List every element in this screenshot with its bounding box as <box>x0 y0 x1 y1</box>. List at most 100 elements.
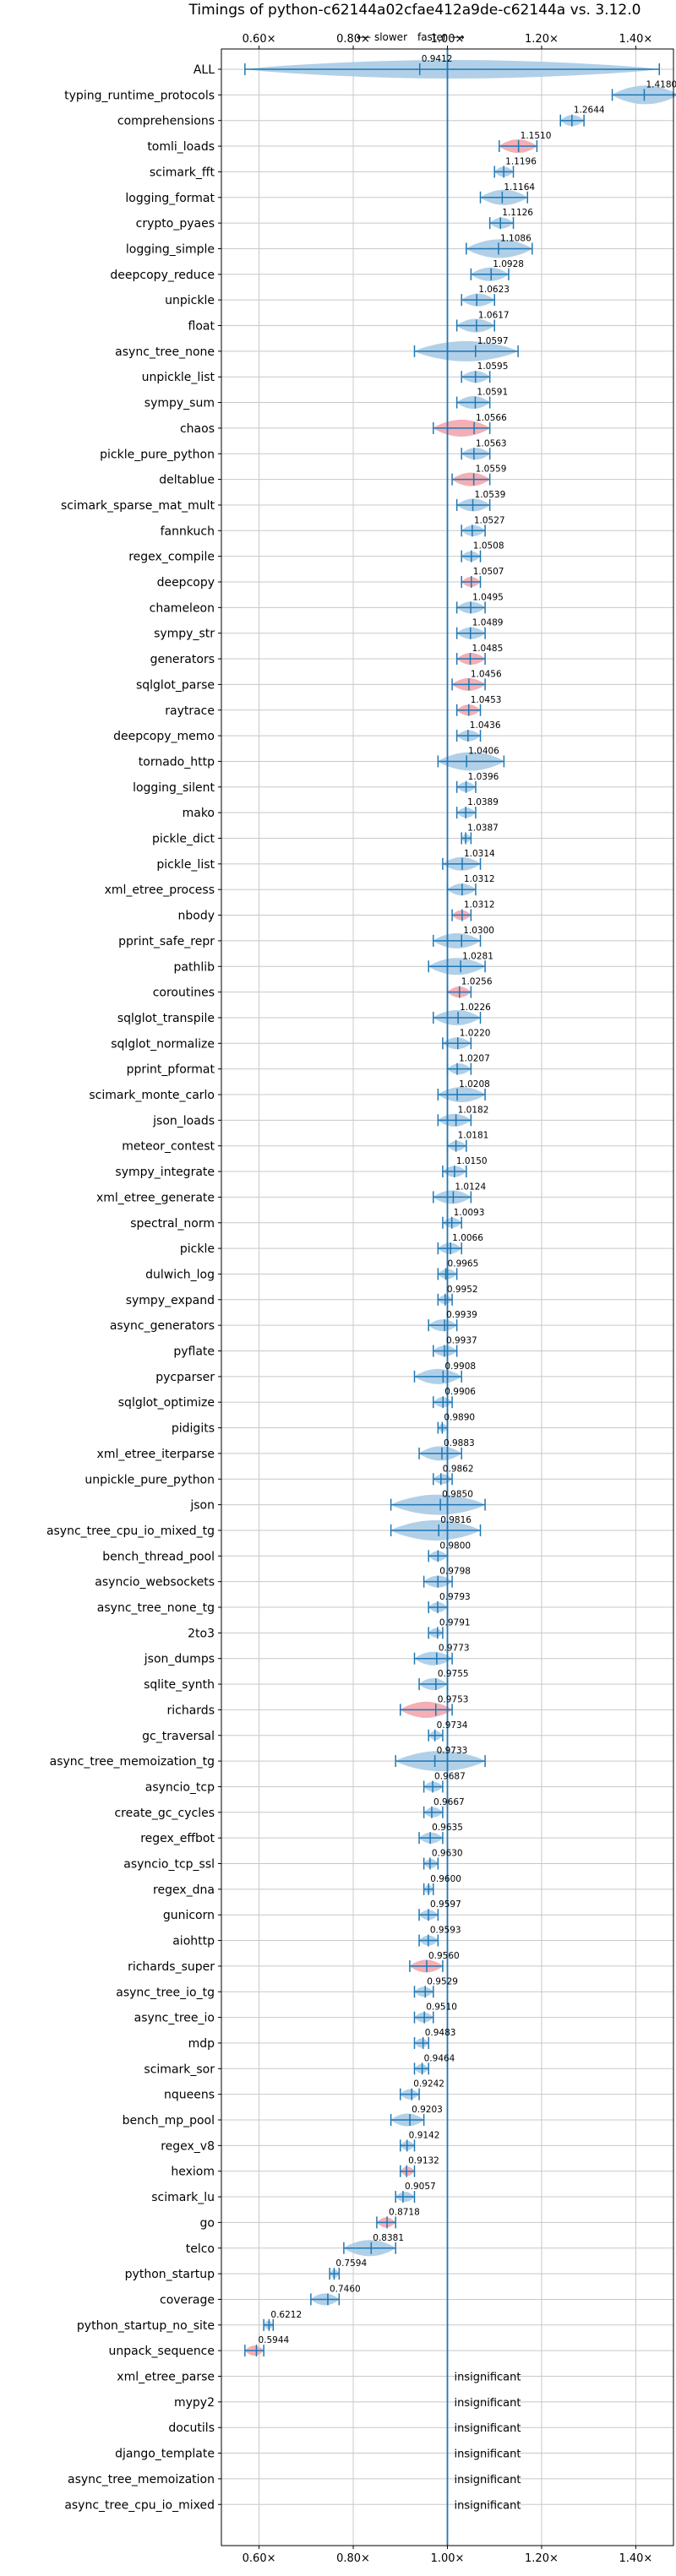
value-label: 0.9510 <box>426 2003 457 2013</box>
value-label: 1.0208 <box>459 1079 490 1090</box>
value-label: 1.0563 <box>476 438 507 448</box>
y-tick-label: nqueens <box>164 2089 215 2102</box>
y-tick-label: sqlite_synth <box>144 1678 215 1692</box>
y-axis: ALL typing_runtime_protocols comprehension… <box>46 63 221 2512</box>
value-label: 0.9600 <box>430 1874 461 1884</box>
y-tick-label: scimark_sor <box>144 2062 215 2076</box>
value-label: 1.0453 <box>471 695 502 705</box>
y-tick-label: asyncio_tcp <box>145 1780 215 1794</box>
y-tick-label: comprehensions <box>117 115 215 128</box>
y-tick-label: scimark_fft <box>150 166 215 179</box>
y-tick-label: pycparser <box>155 1371 215 1384</box>
value-label: 0.5944 <box>258 2335 289 2345</box>
value-label: 0.8718 <box>389 2207 420 2217</box>
y-tick-label: json_dumps <box>144 1653 215 1666</box>
value-label: 1.0566 <box>476 413 507 423</box>
value-label: 0.9733 <box>437 1746 468 1756</box>
y-tick-label: regex_compile <box>128 551 215 564</box>
value-label: 0.9687 <box>434 1771 466 1781</box>
y-tick-label: create_gc_cycles <box>114 1807 215 1820</box>
value-label: 0.9203 <box>412 2105 443 2115</box>
y-tick-label: pprint_pformat <box>127 1063 215 1077</box>
y-tick-label: async_tree_io_tg <box>116 1986 215 1999</box>
value-label: 0.9800 <box>439 1541 471 1551</box>
y-tick-label: pathlib <box>174 960 215 974</box>
x-tick-label-top: 1.00× <box>431 33 465 46</box>
value-label: 0.9142 <box>409 2130 440 2140</box>
value-label: 0.9862 <box>443 1464 474 1474</box>
value-label: 1.0181 <box>458 1131 489 1141</box>
value-label: 0.9965 <box>448 1258 479 1269</box>
chart-title: Timings of python-c62144a02cfae412a9de-c… <box>188 2 641 19</box>
value-label: 1.0220 <box>460 1028 491 1038</box>
value-label: 1.0124 <box>455 1182 486 1192</box>
y-tick-label: gc_traversal <box>142 1730 215 1743</box>
y-tick-label: deepcopy_reduce <box>110 269 215 282</box>
y-tick-label: regex_dna <box>153 1883 215 1897</box>
x-tick-label-bottom: 1.40× <box>619 2552 652 2565</box>
y-tick-label: xml_etree_parse <box>117 2371 215 2384</box>
value-label: 1.0314 <box>464 849 495 859</box>
value-label: 0.9906 <box>444 1387 476 1397</box>
y-tick-label: json_loads <box>152 1114 215 1128</box>
y-tick-label: async_tree_cpu_io_mixed <box>64 2498 215 2512</box>
y-tick-label: 2to3 <box>188 1627 215 1640</box>
y-tick-label: python_startup <box>125 2268 215 2281</box>
y-tick-label: generators <box>150 653 215 666</box>
y-tick-label: typing_runtime_protocols <box>64 89 215 102</box>
y-tick-label: raytrace <box>165 704 215 718</box>
y-tick-label: mypy2 <box>174 2396 215 2410</box>
y-tick-label: sympy_integrate <box>115 1166 215 1179</box>
value-label: 0.9529 <box>427 1976 458 1986</box>
value-label: 0.9630 <box>432 1849 463 1859</box>
value-label: 1.2644 <box>574 106 605 116</box>
value-label: 0.9816 <box>440 1515 472 1525</box>
y-tick-label: django_template <box>115 2448 215 2461</box>
y-tick-label: unpickle_pure_python <box>84 1473 215 1486</box>
y-tick-label: richards <box>167 1704 215 1717</box>
value-label: 0.7460 <box>330 2284 361 2294</box>
value-label: 1.0226 <box>460 1003 491 1013</box>
value-label: 0.9464 <box>424 2053 455 2063</box>
y-tick-label: bench_thread_pool <box>102 1550 215 1563</box>
value-label: 1.0591 <box>477 388 508 398</box>
y-tick-label: async_tree_memoization <box>68 2473 215 2486</box>
value-label: 1.0389 <box>467 797 499 807</box>
y-tick-label: regex_effbot <box>140 1832 215 1845</box>
y-tick-label: crypto_pyaes <box>136 217 215 231</box>
value-labels: 0.9412 1.4180 1.2644 1.1510 1.1196 1.1164 1.11… <box>258 54 676 2512</box>
value-label: 1.0396 <box>468 772 499 782</box>
y-tick-label: dulwich_log <box>145 1268 215 1281</box>
y-tick-label: scimark_monte_carlo <box>89 1089 215 1102</box>
x-tick-label-top: 1.40× <box>619 33 652 46</box>
value-label: 0.9939 <box>446 1310 477 1320</box>
value-label: 0.9242 <box>413 2079 444 2090</box>
y-tick-label: async_generators <box>110 1319 215 1333</box>
y-tick-label: async_tree_none <box>115 345 215 359</box>
value-label: 0.9908 <box>444 1361 476 1372</box>
y-tick-label: logging_simple <box>126 242 215 256</box>
y-tick-label: sqlglot_normalize <box>111 1037 215 1051</box>
y-tick-label: sympy_expand <box>126 1294 215 1307</box>
value-label: 1.0527 <box>474 515 505 525</box>
y-tick-label: xml_etree_generate <box>96 1191 215 1204</box>
value-label: 0.9753 <box>438 1694 469 1704</box>
value-label: 1.0595 <box>477 361 509 372</box>
value-label: 1.0300 <box>463 926 494 936</box>
insignificant-label: insignificant <box>455 2397 521 2410</box>
y-tick-label: sqlglot_parse <box>136 678 215 692</box>
value-label: 0.9952 <box>447 1285 478 1295</box>
y-tick-label: pidigits <box>172 1422 215 1436</box>
value-label: 0.9890 <box>444 1413 475 1423</box>
value-label: 0.9412 <box>422 54 453 64</box>
x-tick-label-bottom: 0.80× <box>336 2552 370 2565</box>
y-tick-label: telco <box>186 2242 215 2256</box>
value-label: 0.9667 <box>433 1797 465 1807</box>
value-label: 1.0485 <box>472 644 504 654</box>
value-label: 0.9593 <box>430 1926 461 1936</box>
value-label: 1.0489 <box>472 618 504 628</box>
y-tick-label: tornado_http <box>139 755 215 769</box>
value-label: 1.0559 <box>476 465 507 475</box>
x-axis: 0.60× 0.60× 0.80× 0.80× 1.00× 1.00× 1.20× 1.20×… <box>243 33 653 2565</box>
